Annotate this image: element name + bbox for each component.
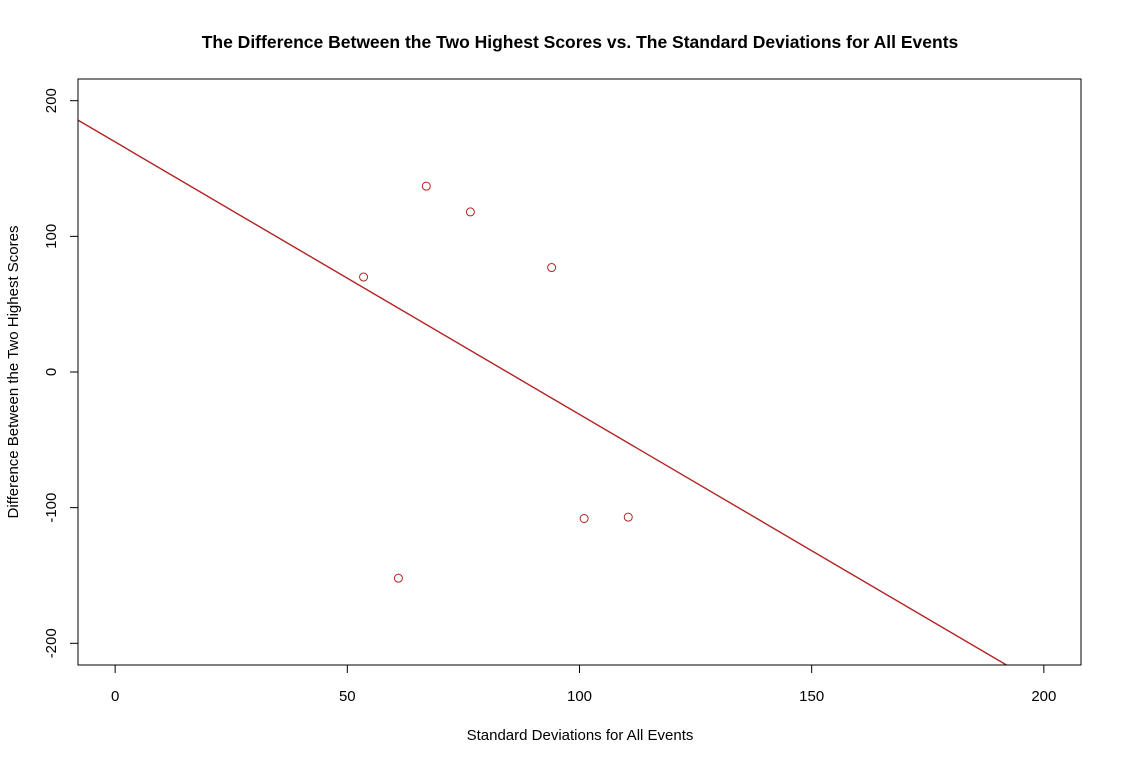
y-tick-label: -200 bbox=[43, 628, 60, 658]
regression-line bbox=[78, 119, 1008, 665]
x-tick-label: 0 bbox=[111, 688, 119, 705]
x-axis-label: Standard Deviations for All Events bbox=[467, 727, 694, 744]
y-tick-label: 0 bbox=[43, 368, 60, 376]
y-tick-label: 200 bbox=[43, 88, 60, 113]
data-points bbox=[359, 181, 633, 583]
y-tick-label: -100 bbox=[43, 493, 60, 523]
x-tick-label: 200 bbox=[1031, 688, 1056, 705]
x-tick-label: 50 bbox=[339, 688, 356, 705]
y-axis-label: Difference Between the Two Highest Score… bbox=[5, 226, 22, 519]
data-point bbox=[393, 573, 403, 583]
y-tick-label: 100 bbox=[43, 224, 60, 249]
data-point bbox=[359, 272, 369, 282]
y-axis: -200 -100 0 100 200 bbox=[43, 88, 79, 658]
data-point bbox=[579, 514, 589, 523]
data-point bbox=[465, 207, 475, 217]
x-axis: 0 50 100 150 200 bbox=[111, 664, 1056, 705]
chart-title: The Difference Between the Two Highest S… bbox=[202, 32, 959, 52]
data-point bbox=[421, 181, 431, 191]
x-tick-label: 150 bbox=[799, 688, 824, 705]
data-point bbox=[547, 263, 557, 273]
data-point bbox=[623, 512, 633, 522]
x-tick-label: 100 bbox=[567, 688, 592, 705]
